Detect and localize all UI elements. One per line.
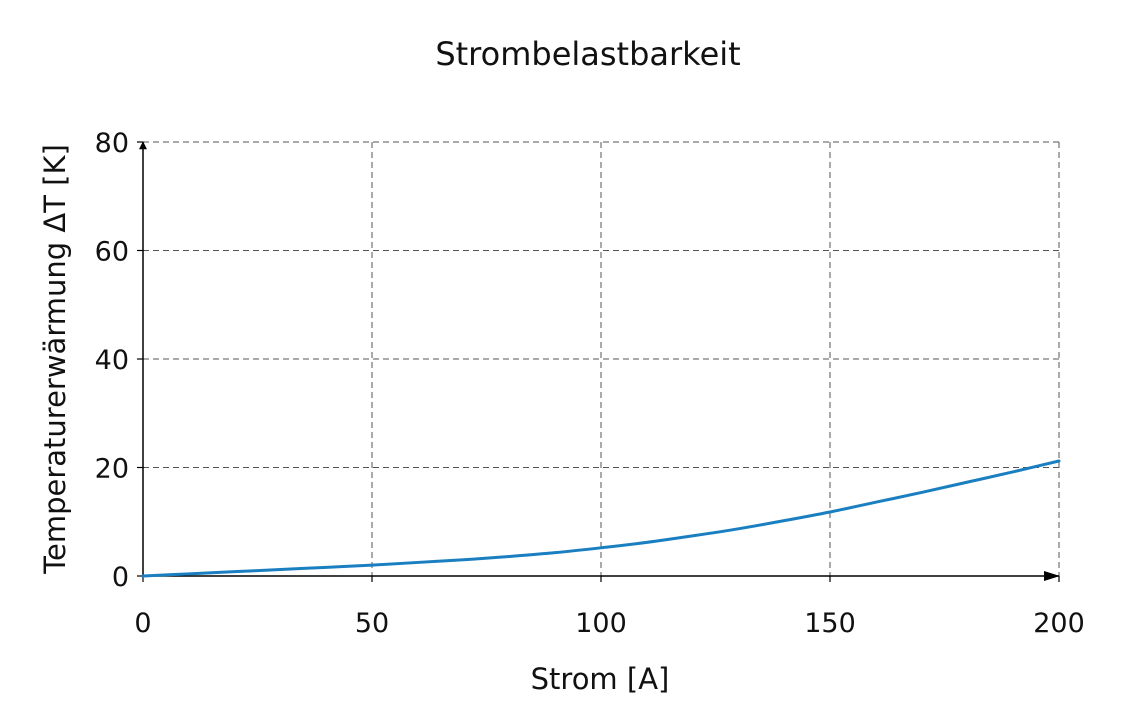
y-tick-label: 40 <box>95 345 129 376</box>
y-tick-label: 0 <box>112 562 129 593</box>
series-line-0 <box>141 459 1061 578</box>
x-tick-label: 50 <box>355 608 389 639</box>
y-tick-label: 20 <box>95 454 129 485</box>
x-tick-label: 0 <box>134 608 151 639</box>
x-tick-labels: 0 50 100 150 200 <box>134 608 1084 639</box>
chart-title: Strombelastbarkeit <box>435 35 740 73</box>
y-axis-label: Temperaturerwärmung ΔT [K] <box>38 144 72 575</box>
axes <box>137 141 1060 582</box>
y-tick-labels: 0 20 40 60 80 <box>95 128 129 593</box>
grid <box>143 141 1060 576</box>
series-layer <box>141 459 1061 578</box>
x-tick-label: 200 <box>1033 608 1085 639</box>
x-tick-label: 100 <box>575 608 627 639</box>
y-tick-label: 80 <box>95 128 129 159</box>
y-tick-label: 60 <box>95 237 129 268</box>
x-tick-label: 150 <box>804 608 856 639</box>
x-axis-label: Strom [A] <box>531 662 670 696</box>
